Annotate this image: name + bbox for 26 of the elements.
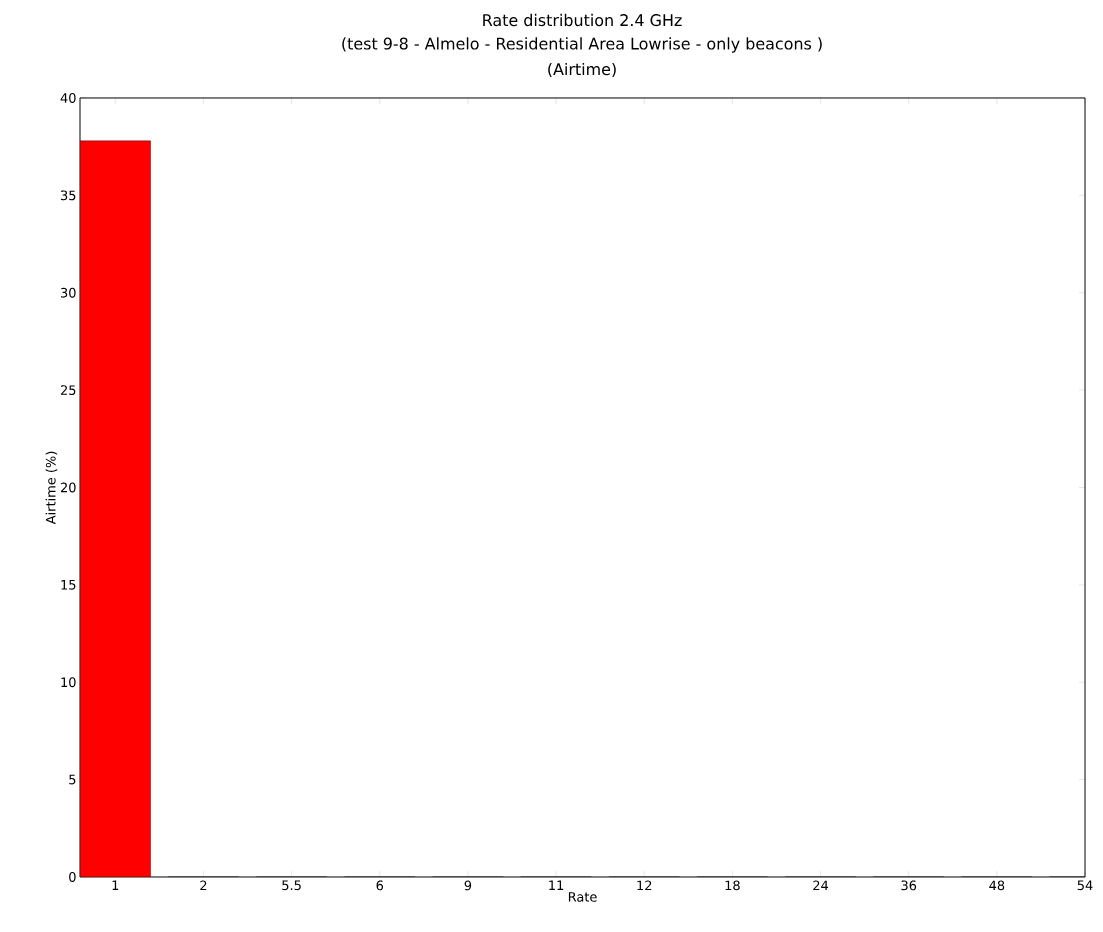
y-tick-label: 25 xyxy=(60,385,76,396)
chart-title: Rate distribution 2.4 GHz xyxy=(483,13,682,27)
text: (Airtime) xyxy=(548,62,616,78)
y-tick-label: 40 xyxy=(60,93,76,103)
x-tick-label: 6 xyxy=(376,880,384,891)
x-tick-label: 1 xyxy=(112,880,119,890)
chart-subtitle: (test 9-8 - Almelo - Residential Area Lowrise - only beacons ) xyxy=(342,37,822,53)
x-tick-label: 12 xyxy=(637,880,652,891)
y-tick-label: 0 xyxy=(69,872,76,882)
x-axis-title: Rate xyxy=(568,892,597,902)
y-tick-label: 10 xyxy=(61,677,76,688)
x-tick-label: 18 xyxy=(725,880,740,891)
x-tick-label: 24 xyxy=(813,880,829,891)
x-tick-label: 2 xyxy=(200,880,207,891)
x-tick-label: 48 xyxy=(989,880,1005,891)
x-tick-label: 36 xyxy=(901,880,917,891)
y-tick-label: 20 xyxy=(60,482,76,493)
x-tick-label: 54 xyxy=(1077,880,1093,891)
y-tick-label: 5 xyxy=(69,774,76,785)
x-tick-label: 11 xyxy=(549,880,564,890)
y-axis-title: Airtime (%) xyxy=(45,451,58,525)
x-tick-label: 9 xyxy=(464,880,472,891)
y-tick-label: 30 xyxy=(60,287,76,298)
y-tick-label: 15 xyxy=(61,580,76,590)
x-tick-label: 5.5 xyxy=(282,880,301,891)
y-tick-label: 35 xyxy=(60,190,76,201)
